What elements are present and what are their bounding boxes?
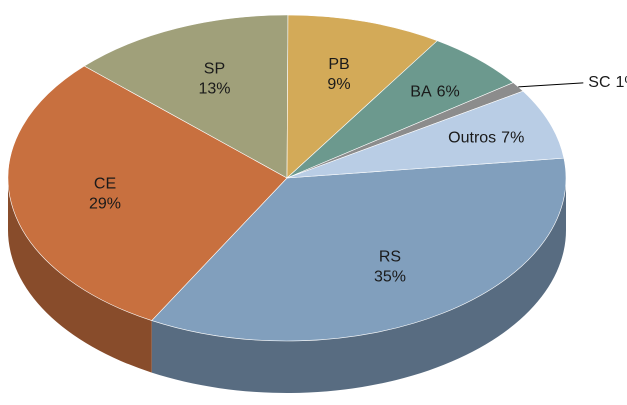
category-label: SC [588, 74, 610, 91]
category-label: SP [204, 60, 225, 77]
slice [151, 157, 567, 342]
category-label: BA [410, 84, 432, 101]
data-label: Outros 7% [448, 130, 524, 147]
value-label: 35% [374, 268, 406, 285]
value-label: 29% [89, 196, 121, 213]
slice-side [8, 178, 152, 373]
value-label: 1% [616, 74, 627, 91]
value-label: 6% [437, 84, 460, 101]
category-label: RS [379, 248, 401, 265]
category-label: PB [328, 56, 349, 73]
value-label: 9% [327, 76, 350, 93]
data-label: BA 6% [410, 84, 459, 101]
slice [83, 14, 289, 179]
slice [7, 65, 288, 321]
slice [286, 14, 438, 179]
value-label: 7% [501, 130, 524, 147]
slice [286, 90, 565, 179]
value-label: 13% [198, 80, 230, 97]
leader-line [518, 82, 584, 88]
category-label: CE [94, 176, 116, 193]
category-label: Outros [448, 130, 496, 147]
data-label: SC 1% [588, 74, 627, 91]
slice-side [151, 178, 567, 394]
